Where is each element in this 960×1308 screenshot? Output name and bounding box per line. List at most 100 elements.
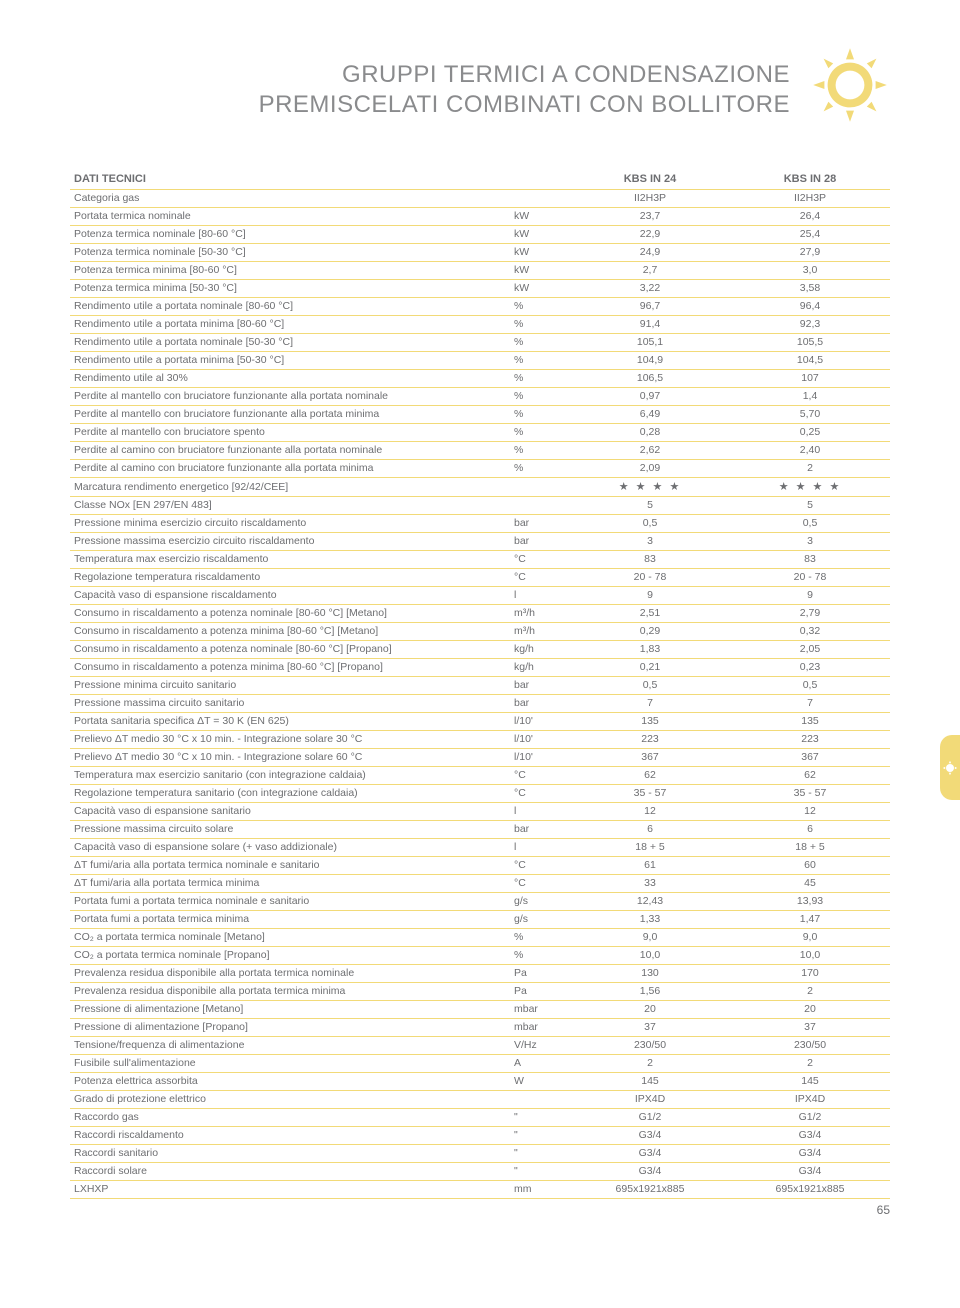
row-value-2: 107 (730, 369, 890, 387)
row-unit: W (510, 1072, 570, 1090)
row-value-1: 0,97 (570, 387, 730, 405)
table-row: Portata termica nominalekW23,726,4 (70, 207, 890, 225)
row-value-1: 223 (570, 730, 730, 748)
row-unit (510, 1090, 570, 1108)
row-value-1: 62 (570, 766, 730, 784)
row-unit: bar (510, 820, 570, 838)
row-label: Perdite al mantello con bruciatore funzi… (70, 387, 510, 405)
row-value-1: 0,21 (570, 658, 730, 676)
row-label: Prelievo ΔT medio 30 °C x 10 min. - Inte… (70, 748, 510, 766)
row-value-2: 170 (730, 964, 890, 982)
row-value-1: 3,22 (570, 279, 730, 297)
title-line-2: PREMISCELATI COMBINATI CON BOLLITORE (259, 91, 790, 118)
row-value-1: 61 (570, 856, 730, 874)
table-row: Rendimento utile a portata nominale [80-… (70, 297, 890, 315)
row-unit: g/s (510, 892, 570, 910)
table-row: Portata fumi a portata termica nominale … (70, 892, 890, 910)
row-value-2: 367 (730, 748, 890, 766)
row-unit: kW (510, 279, 570, 297)
row-value-2: 96,4 (730, 297, 890, 315)
row-unit: % (510, 333, 570, 351)
page-number: 65 (877, 1203, 890, 1217)
row-value-2: 105,5 (730, 333, 890, 351)
row-value-2: 5 (730, 496, 890, 514)
row-label: Pressione di alimentazione [Metano] (70, 1000, 510, 1018)
row-value-1: 104,9 (570, 351, 730, 369)
row-unit: Pa (510, 964, 570, 982)
table-row: Capacità vaso di espansione riscaldament… (70, 586, 890, 604)
table-row: Temperatura max esercizio riscaldamento°… (70, 550, 890, 568)
table-row: ΔT fumi/aria alla portata termica nomina… (70, 856, 890, 874)
row-value-2: 0,25 (730, 423, 890, 441)
row-value-1: 20 - 78 (570, 568, 730, 586)
row-unit: A (510, 1054, 570, 1072)
row-unit: l (510, 802, 570, 820)
row-unit: % (510, 928, 570, 946)
row-unit: °C (510, 550, 570, 568)
title-line-1: GRUPPI TERMICI A CONDENSAZIONE (342, 61, 790, 88)
row-unit: °C (510, 874, 570, 892)
header-unit (510, 170, 570, 189)
row-value-2: 695x1921x885 (730, 1180, 890, 1198)
row-value-2: 12 (730, 802, 890, 820)
row-unit: % (510, 297, 570, 315)
row-label: ΔT fumi/aria alla portata termica nomina… (70, 856, 510, 874)
row-value-1: 106,5 (570, 369, 730, 387)
row-label: Rendimento utile al 30% (70, 369, 510, 387)
row-label: Portata sanitaria specifica ΔT = 30 K (E… (70, 712, 510, 730)
table-row: Perdite al mantello con bruciatore funzi… (70, 405, 890, 423)
row-label: Potenza termica nominale [80-60 °C] (70, 225, 510, 243)
row-unit: kW (510, 225, 570, 243)
table-row: Rendimento utile al 30%%106,5107 (70, 369, 890, 387)
row-unit: % (510, 405, 570, 423)
table-row: Pressione di alimentazione [Propano]mbar… (70, 1018, 890, 1036)
row-label: LXHXP (70, 1180, 510, 1198)
row-value-1: 0,29 (570, 622, 730, 640)
row-value-1: 5 (570, 496, 730, 514)
row-value-1: G3/4 (570, 1126, 730, 1144)
table-row: Consumo in riscaldamento a potenza nomin… (70, 640, 890, 658)
row-value-1: 2,62 (570, 441, 730, 459)
row-value-1: 367 (570, 748, 730, 766)
row-label: Prevalenza residua disponibile alla port… (70, 982, 510, 1000)
row-unit (510, 496, 570, 514)
row-unit: " (510, 1144, 570, 1162)
table-row: Consumo in riscaldamento a potenza minim… (70, 658, 890, 676)
row-value-1: G1/2 (570, 1108, 730, 1126)
table-row: Capacità vaso di espansione solare (+ va… (70, 838, 890, 856)
row-value-1: 2,51 (570, 604, 730, 622)
row-value-1: 20 (570, 1000, 730, 1018)
row-value-2: IPX4D (730, 1090, 890, 1108)
table-row: Regolazione temperatura sanitario (con i… (70, 784, 890, 802)
table-row: Pressione massima circuito sanitariobar7… (70, 694, 890, 712)
row-value-1: 105,1 (570, 333, 730, 351)
table-row: Grado di protezione elettricoIPX4DIPX4D (70, 1090, 890, 1108)
row-value-2: 18 + 5 (730, 838, 890, 856)
row-value-1: IPX4D (570, 1090, 730, 1108)
table-row: Consumo in riscaldamento a potenza nomin… (70, 604, 890, 622)
table-row: Portata sanitaria specifica ΔT = 30 K (E… (70, 712, 890, 730)
row-label: Rendimento utile a portata nominale [80-… (70, 297, 510, 315)
row-unit: m³/h (510, 622, 570, 640)
table-row: Temperatura max esercizio sanitario (con… (70, 766, 890, 784)
row-label: Portata fumi a portata termica nominale … (70, 892, 510, 910)
row-value-2: G3/4 (730, 1126, 890, 1144)
row-value-2: 35 - 57 (730, 784, 890, 802)
row-unit (510, 477, 570, 496)
table-row: Potenza termica minima [80-60 °C]kW2,73,… (70, 261, 890, 279)
row-unit: V/Hz (510, 1036, 570, 1054)
row-value-1: 33 (570, 874, 730, 892)
row-label: Portata fumi a portata termica minima (70, 910, 510, 928)
row-value-1: 6 (570, 820, 730, 838)
row-label: CO₂ a portata termica nominale [Propano] (70, 946, 510, 964)
row-unit (510, 189, 570, 207)
row-unit: bar (510, 676, 570, 694)
row-value-2: 20 (730, 1000, 890, 1018)
row-value-1: II2H3P (570, 189, 730, 207)
row-value-1: 130 (570, 964, 730, 982)
row-value-2: 5,70 (730, 405, 890, 423)
row-value-2: 2 (730, 459, 890, 477)
table-row: Raccordi solare"G3/4G3/4 (70, 1162, 890, 1180)
row-label: Prevalenza residua disponibile alla port… (70, 964, 510, 982)
row-value-2: ★ ★ ★ ★ (730, 477, 890, 496)
